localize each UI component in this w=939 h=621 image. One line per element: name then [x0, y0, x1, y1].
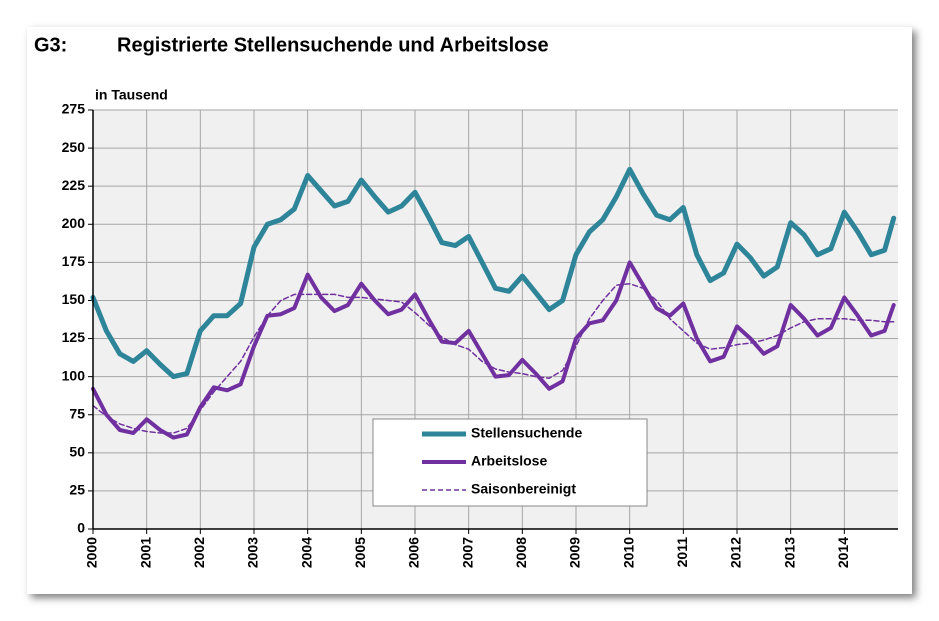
x-tick-label: 2012: [728, 537, 744, 568]
x-tick-label: 2007: [459, 537, 475, 568]
y-tick-label: 50: [69, 444, 85, 460]
y-tick-label: 150: [62, 291, 86, 307]
legend-box: [372, 418, 648, 507]
chart-title: Registrierte Stellensuchende und Arbeits…: [117, 34, 549, 56]
x-tick-label: 2002: [191, 537, 207, 568]
legend-label: Arbeitslose: [471, 453, 547, 469]
x-tick-label: 2014: [835, 537, 851, 568]
x-tick-label: 2013: [781, 537, 797, 568]
y-tick-label: 100: [62, 367, 86, 383]
x-tick-label: 2001: [137, 537, 153, 568]
x-tick-label: 2010: [620, 537, 636, 568]
y-tick-label: 225: [62, 177, 86, 193]
y-tick-label: 175: [62, 253, 86, 269]
x-tick-label: 2004: [298, 537, 314, 568]
y-tick-label: 25: [69, 482, 85, 498]
y-tick-label: 275: [62, 101, 86, 117]
series-line: [92, 282, 895, 434]
series-line: [90, 166, 897, 380]
y-tick-label: 125: [62, 329, 86, 345]
y-axis-label: in Tausend: [95, 87, 168, 103]
y-tick-label: 0: [77, 520, 85, 536]
x-tick-label: 2003: [245, 537, 261, 568]
x-tick-label: 2008: [513, 537, 529, 568]
x-tick-label: 2011: [674, 537, 690, 568]
x-tick-label: 2000: [84, 537, 100, 568]
x-tick-label: 2006: [406, 537, 422, 568]
y-tick-label: 75: [69, 405, 85, 421]
y-tick-label: 200: [62, 215, 86, 231]
x-tick-label: 2005: [352, 537, 368, 568]
legend-label: Stellensuchende: [471, 425, 582, 441]
y-tick-label: 250: [62, 139, 86, 155]
chart-label: G3:: [34, 34, 67, 56]
series-line: [91, 260, 896, 440]
legend-label: Saisonbereinigt: [471, 481, 576, 497]
x-tick-label: 2009: [567, 537, 583, 568]
